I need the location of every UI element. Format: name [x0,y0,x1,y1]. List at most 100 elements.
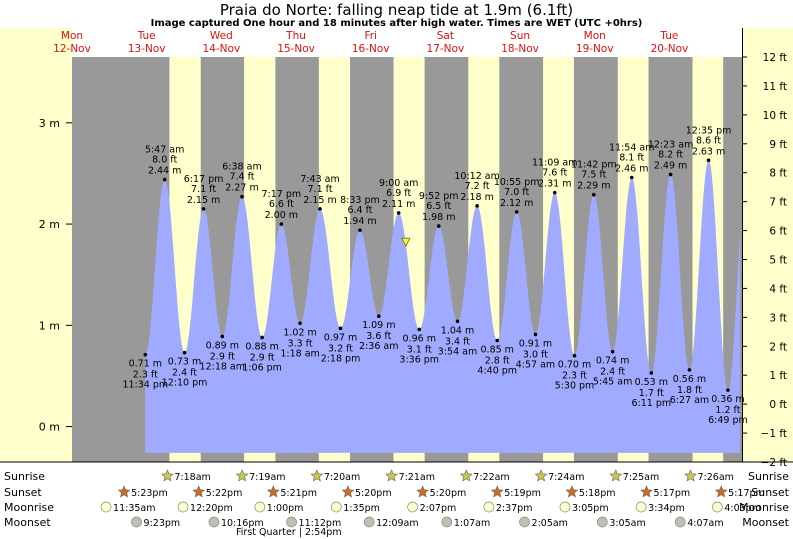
tide-ft-label: 7.2 ft [465,181,490,192]
moonset-time: 4:07am [687,518,723,529]
tide-m-label: 0.74 m [596,356,629,367]
right-tick-label: 2 ft [769,341,787,353]
sunset-time: 5:23pm [131,488,168,499]
tide-point [162,177,167,182]
daylight-band [0,28,72,462]
sunrise-time: 7:21am [399,472,435,483]
day-date-label: 15-Nov [277,43,315,55]
moonset-time: 12:09am [376,518,418,529]
left-tick-label: 3 m [39,117,60,130]
tide-ft-label: 7.1 ft [191,184,216,195]
sunrise-row-label: Sunrise [4,470,45,483]
tide-m-label: 0.97 m [324,332,357,343]
moonset-row-label: Moonset [4,516,51,529]
moonset-icon [208,516,220,528]
moon-phase-label: First Quarter | 2:54pm [236,527,342,538]
sunset-time: 5:20pm [430,488,467,499]
day-date-label: 17-Nov [427,43,465,55]
daylight-band [742,28,793,462]
chart-title: Praia do Norte: falling neap tide at 1.9… [219,1,574,19]
sunrise-time: 7:20am [324,472,360,483]
right-tick-label: 4 ft [769,283,787,295]
moonrise-time: 11:35am [113,503,155,514]
tide-ft-label: 3.3 ft [288,338,313,349]
tide-ft-label: 2.4 ft [172,368,197,379]
tide-point [649,371,654,375]
tide-ft-label: 2.9 ft [250,352,275,363]
axes: 0 m 1 m 2 m 3 m −2 ft −1 ft 0 ft 1 ft 2 ft 3 ft 4 … [0,28,793,469]
tide-time-label: 11:09 am [532,158,577,169]
right-tick-label: 0 ft [769,399,787,411]
day-labels: Mon12-NovTue13-NovWed14-NovThu15-NovFri1… [53,30,688,55]
tide-m-label: 2.29 m [577,181,610,192]
tide-m-label: 0.73 m [168,357,201,368]
tide-time-label: 12:18 am [200,361,245,372]
moonrise-icon [483,501,495,513]
tide-m-label: 1.94 m [343,216,376,227]
tide-time-label: 11:54 am [609,142,654,153]
right-tick-label: 3 ft [769,312,787,324]
tide-m-label: 0.36 m [711,394,744,405]
day-name-label: Sat [437,30,454,42]
tide-point [358,228,362,232]
tide-ft-label: 3.6 ft [366,331,391,342]
sunrise-icon [310,469,324,482]
moonrise-time: 1:35pm [343,503,380,514]
tide-m-label: 2.27 m [225,183,258,194]
tide-m-label: 2.15 m [187,195,220,206]
tide-time-label: 1:06 pm [242,362,282,373]
sunset-time: 5:22pm [206,488,243,499]
tide-ft-label: 1.2 ft [715,405,740,416]
tide-time-label: 8:33 pm [340,195,380,206]
tide-point [455,319,460,324]
moonset-row-label: Moonset [742,516,789,529]
tide-time-label: 7:43 am [300,174,339,185]
tide-ft-label: 3.1 ft [407,344,432,355]
tide-time-label: 2:36 am [359,341,398,352]
tide-ft-label: 3.2 ft [328,343,353,354]
tide-point [220,334,225,339]
moonrise-icon [711,501,723,513]
tide-m-label: 2.44 m [148,166,181,177]
sunrise-row-label: Sunrise [748,470,789,483]
tide-point [687,368,692,372]
tide-time-label: 6:38 am [222,162,261,173]
moonset-icon [131,516,142,528]
tide-ft-label: 7.4 ft [229,172,254,183]
chart-subtitle: Image captured One hour and 18 minutes a… [150,18,643,29]
moonrise-icon [100,501,112,513]
tide-point [629,175,634,180]
moonrise-icon [177,501,189,513]
tide-time-label: 6:27 am [670,395,709,406]
day-date-label: 16-Nov [352,43,390,55]
tide-time-label: 6:17 pm [184,174,224,185]
sunrise-time: 7:24am [548,472,584,483]
tide-m-label: 1.02 m [283,327,316,338]
day-name-label: Tue [659,30,678,42]
tide-point [572,353,577,358]
moonrise-icon [635,501,647,513]
moonset-icon [363,516,375,528]
tide-ft-label: 3.0 ft [523,349,548,360]
tide-ft-label: 1.8 ft [677,385,702,396]
moonrise-icon [407,501,418,513]
sunset-icon [490,485,504,498]
moonrise-time: 12:20pm [190,503,233,514]
tide-m-label: 2.11 m [382,199,415,210]
tide-m-label: 2.18 m [460,192,493,203]
sunset-time: 5:20pm [355,488,392,499]
tide-point [201,207,206,211]
sunrise-icon [235,469,249,482]
tide-ft-label: 8.0 ft [152,155,177,166]
sunset-icon [266,485,280,498]
sunset-icon [640,485,653,498]
sunrise-time: 7:19am [249,472,285,483]
tide-ft-label: 8.2 ft [658,149,683,160]
sunset-time: 5:19pm [504,488,541,499]
tide-ft-label: 7.0 ft [504,187,529,198]
left-tick-label: 0 m [39,421,60,434]
sunrise-icon [534,469,548,482]
tide-m-label: 2.12 m [500,198,533,209]
sunset-time: 5:17pm [654,488,691,499]
tide-ft-label: 8.6 ft [696,135,721,146]
